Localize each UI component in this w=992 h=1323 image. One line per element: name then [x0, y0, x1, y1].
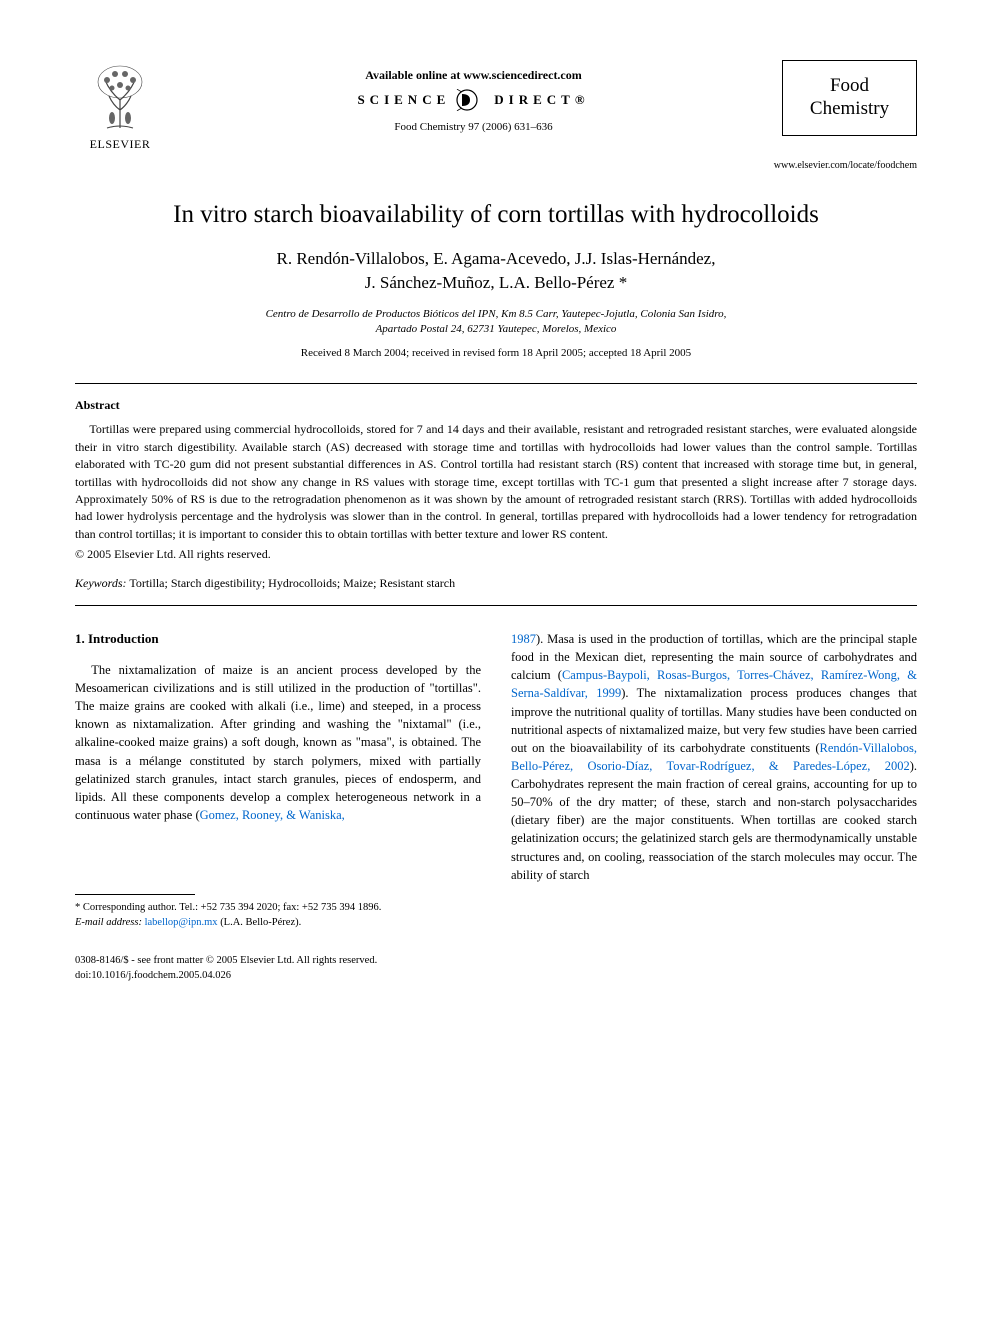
sciencedirect-d-icon: [456, 89, 488, 111]
column-left: 1. Introduction The nixtamalization of m…: [75, 630, 481, 930]
corresponding-author-footnote: * Corresponding author. Tel.: +52 735 39…: [75, 901, 481, 930]
sciencedirect-left: SCIENCE: [357, 92, 450, 108]
publisher-logo-block: ELSEVIER: [75, 60, 165, 152]
elsevier-tree-icon: [85, 60, 155, 135]
article-dates: Received 8 March 2004; received in revis…: [75, 347, 917, 359]
footer-line-2: doi:10.1016/j.foodchem.2005.04.026: [75, 969, 917, 984]
email-suffix: (L.A. Bello-Pérez).: [218, 917, 302, 928]
footnote-corresponding: * Corresponding author. Tel.: +52 735 39…: [75, 901, 481, 916]
journal-box-wrapper: Food Chemistry: [782, 60, 917, 136]
journal-name-1: Food: [791, 75, 908, 98]
abstract-text: Tortillas were prepared using commercial…: [75, 421, 917, 543]
publisher-name: ELSEVIER: [90, 137, 151, 152]
keywords-label: Keywords:: [75, 576, 127, 590]
affiliation-block: Centro de Desarrollo de Productos Biótic…: [75, 307, 917, 338]
rule-above-abstract: [75, 383, 917, 384]
intro-para-left: The nixtamalization of maize is an ancie…: [75, 661, 481, 824]
journal-url: www.elsevier.com/locate/foodchem: [75, 160, 917, 171]
intro-para-right: 1987). Masa is used in the production of…: [511, 630, 917, 884]
available-online-text: Available online at www.sciencedirect.co…: [165, 68, 782, 83]
ref-gomez-year[interactable]: 1987: [511, 632, 536, 646]
authors-line-1: R. Rendón-Villalobos, E. Agama-Acevedo, …: [75, 247, 917, 271]
email-label: E-mail address:: [75, 917, 142, 928]
footer-meta: 0308-8146/$ - see front matter © 2005 El…: [75, 954, 917, 983]
abstract-copyright: © 2005 Elsevier Ltd. All rights reserved…: [75, 547, 917, 562]
email-link[interactable]: labellop@ipn.mx: [145, 917, 218, 928]
ref-gomez[interactable]: Gomez, Rooney, & Waniska,: [200, 808, 345, 822]
footnote-rule: [75, 894, 195, 895]
body-columns: 1. Introduction The nixtamalization of m…: [75, 630, 917, 930]
page-header: ELSEVIER Available online at www.science…: [75, 60, 917, 152]
journal-name-2: Chemistry: [791, 98, 908, 121]
footer-line-1: 0308-8146/$ - see front matter © 2005 El…: [75, 954, 917, 969]
abstract-heading: Abstract: [75, 398, 917, 413]
citation-line: Food Chemistry 97 (2006) 631–636: [165, 121, 782, 133]
footnote-email-line: E-mail address: labellop@ipn.mx (L.A. Be…: [75, 916, 481, 931]
affiliation-line-2: Apartado Postal 24, 62731 Yautepec, More…: [75, 322, 917, 337]
journal-title-box: Food Chemistry: [782, 60, 917, 136]
column-right: 1987). Masa is used in the production of…: [511, 630, 917, 930]
article-title: In vitro starch bioavailability of corn …: [75, 201, 917, 229]
authors-block: R. Rendón-Villalobos, E. Agama-Acevedo, …: [75, 247, 917, 295]
keywords-text: Tortilla; Starch digestibility; Hydrocol…: [127, 576, 456, 590]
keywords-line: Keywords: Tortilla; Starch digestibility…: [75, 576, 917, 591]
affiliation-line-1: Centro de Desarrollo de Productos Biótic…: [75, 307, 917, 322]
section-1-heading: 1. Introduction: [75, 630, 481, 649]
sciencedirect-logo: SCIENCE DIRECT®: [165, 89, 782, 111]
intro-text-1: The nixtamalization of maize is an ancie…: [75, 663, 481, 822]
rule-below-keywords: [75, 605, 917, 606]
authors-line-2: J. Sánchez-Muñoz, L.A. Bello-Pérez *: [75, 271, 917, 295]
intro-text-4: ). Carbohydrates represent the main frac…: [511, 759, 917, 882]
sciencedirect-right: DIRECT®: [494, 92, 589, 108]
header-center: Available online at www.sciencedirect.co…: [165, 60, 782, 133]
